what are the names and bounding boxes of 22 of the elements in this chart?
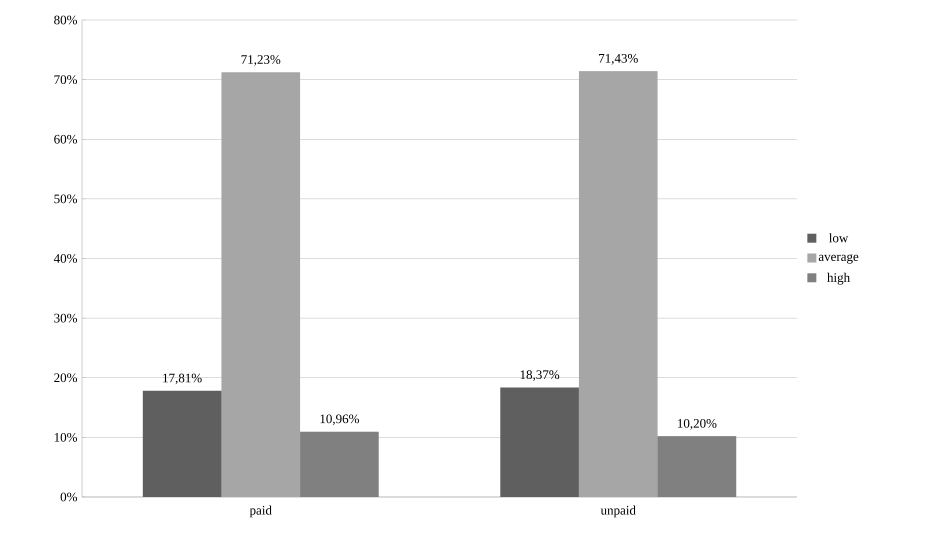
legend-label: average — [818, 254, 858, 264]
x-tick-label: unpaid — [600, 506, 636, 518]
bar — [142, 390, 222, 497]
bar — [500, 387, 579, 497]
y-tick-label: 30% — [54, 314, 78, 323]
y-tick-label: 70% — [54, 75, 78, 84]
data-label: 71,23% — [242, 55, 280, 66]
legend-label: high — [827, 272, 850, 285]
y-tick-label: 0% — [60, 492, 78, 502]
data-label: 17,81% — [163, 374, 202, 384]
y-tick-label: 50% — [54, 194, 78, 204]
y-tick-label: 10% — [54, 432, 78, 442]
data-label: 10,20% — [678, 418, 716, 430]
x-tick-label: paid — [250, 506, 272, 518]
data-label: 71,43% — [599, 54, 638, 65]
legend-label: low — [829, 233, 848, 242]
y-tick-label: 60% — [54, 134, 78, 144]
y-tick-label: 20% — [54, 373, 78, 382]
y-tick-label: 40% — [54, 254, 78, 263]
data-label: 18,37% — [520, 370, 560, 381]
data-label: 10,96% — [320, 414, 359, 426]
y-tick-label: 80% — [54, 16, 78, 24]
